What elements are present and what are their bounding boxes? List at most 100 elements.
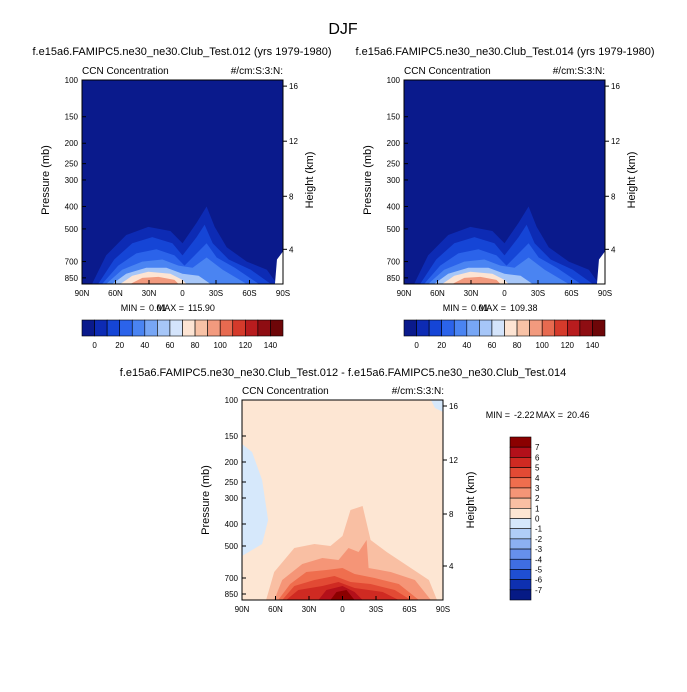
panel-2-min-label: MIN = (443, 303, 467, 313)
colorbar-swatch (182, 319, 196, 337)
colorbar-label: 6 (535, 453, 540, 462)
x-tick-label: 30S (209, 289, 223, 298)
colorbar-label: 3 (535, 484, 540, 493)
colorbar-swatch (441, 319, 455, 337)
x-tick-label: 30S (369, 605, 383, 614)
panel-1-max-label: MAX = (157, 303, 184, 313)
y-tick-label: 400 (387, 202, 401, 211)
colorbar-swatch (257, 319, 271, 337)
panel-1-y2-ticks: 16 12 8 4 (283, 82, 298, 254)
x-tick-label: 0 (340, 605, 345, 614)
colorbar-label: 80 (191, 341, 200, 350)
panel-2-ylabel: Pressure (mb) (362, 145, 374, 215)
colorbar-swatch (509, 569, 532, 580)
x-tick-label: 60N (430, 289, 445, 298)
panel-1-min-value: 0.01 (149, 303, 167, 313)
y2-tick-label: 4 (611, 245, 616, 254)
x-tick-label: 60N (268, 605, 283, 614)
colorbar-label: 1 (535, 504, 540, 513)
colorbar-swatch (509, 497, 532, 509)
colorbar-swatch (144, 319, 158, 337)
negative-region-top (430, 400, 443, 412)
colorbar-label: -4 (535, 555, 543, 564)
x-tick-label: 60S (242, 289, 256, 298)
missing-data-region (274, 251, 283, 284)
x-tick-label: 60S (402, 605, 416, 614)
colorbar-swatch (509, 518, 532, 529)
colorbar-label: 7 (535, 443, 540, 452)
colorbar-swatch (270, 319, 284, 337)
x-tick-label: 30N (464, 289, 479, 298)
colorbar-label: 60 (165, 341, 174, 350)
panel-2-max-value: 109.38 (510, 303, 538, 313)
x-tick-label: 30S (531, 289, 545, 298)
colorbar-swatch (219, 319, 234, 337)
colorbar-swatch (403, 319, 417, 337)
panel-2-y-ticks: 100 150 200 250 300 400 500 700 850 (387, 76, 408, 283)
colorbar-label: -3 (535, 545, 543, 554)
colorbar-swatch (509, 538, 532, 550)
colorbar-swatch (232, 319, 246, 337)
panel-2-title: f.e15a6.FAMIPC5.ne30_ne30.Club_Test.014 … (355, 46, 654, 58)
panel-3-y2-ticks: 16 12 8 4 (443, 402, 458, 571)
y2-tick-label: 12 (289, 137, 298, 146)
panel-3-left-label: CCN Concentration (242, 386, 329, 397)
panel-1-y2label: Height (km) (304, 152, 316, 209)
colorbar-swatch (554, 319, 568, 337)
y-tick-label: 500 (387, 225, 401, 234)
y2-tick-label: 16 (611, 82, 620, 91)
colorbar-swatch (509, 508, 532, 519)
y-tick-label: 150 (65, 113, 79, 122)
panel-1-right-label: #/cm:S:3:N: (231, 66, 283, 77)
panel-1-y-ticks: 100 150 200 250 300 400 500 700 850 (65, 76, 86, 283)
y-tick-label: 850 (387, 274, 401, 283)
colorbar-label: -7 (535, 586, 543, 595)
colorbar-swatch (504, 319, 518, 337)
panel-1-max-value: 115.90 (188, 303, 215, 313)
panel-2-colorbar: 0 20 40 60 80 100 120 140 (403, 319, 606, 350)
colorbar-swatch (157, 319, 171, 337)
colorbar-swatch (579, 319, 593, 337)
y-tick-label: 700 (225, 574, 239, 583)
y2-tick-label: 8 (289, 192, 294, 201)
colorbar-label: 40 (462, 341, 471, 350)
x-tick-label: 90N (75, 289, 90, 298)
x-tick-label: 90S (598, 289, 612, 298)
panel-3-x-ticks: 90N 60N 30N 0 30S 60S 90S (235, 596, 450, 614)
colorbar-swatch (509, 528, 532, 540)
x-tick-label: 90S (436, 605, 450, 614)
colorbar-swatch (491, 319, 505, 337)
panel-3-plot (241, 399, 444, 601)
x-tick-label: 30N (142, 289, 157, 298)
panel-1-title: f.e15a6.FAMIPC5.ne30_ne30.Club_Test.012 … (32, 46, 331, 58)
figure-title: DJF (328, 21, 358, 38)
colorbar-label: 140 (264, 341, 278, 350)
negative-region-north (242, 444, 269, 556)
y2-tick-label: 8 (611, 192, 616, 201)
x-tick-label: 90N (397, 289, 412, 298)
colorbar-label: -1 (535, 525, 543, 534)
colorbar-swatch (509, 446, 532, 458)
y2-tick-label: 12 (449, 456, 458, 465)
panel-3-max-value: 20.46 (567, 410, 590, 420)
panel-1-ylabel: Pressure (mb) (40, 145, 52, 215)
y-tick-label: 200 (225, 458, 239, 467)
colorbar-label: 100 (536, 341, 550, 350)
colorbar-label: 100 (214, 341, 228, 350)
colorbar-swatch (466, 319, 480, 337)
colorbar-swatch (509, 467, 532, 479)
y-tick-label: 500 (65, 225, 79, 234)
colorbar-label: 60 (487, 341, 496, 350)
colorbar-label: -5 (535, 565, 543, 574)
y-tick-label: 400 (225, 520, 239, 529)
panel-2-plot (403, 79, 606, 285)
colorbar-swatch (509, 548, 532, 560)
y-tick-label: 100 (225, 396, 239, 405)
x-tick-label: 60S (564, 289, 578, 298)
colorbar-swatch (509, 579, 532, 591)
panel-2-right-label: #/cm:S:3:N: (553, 66, 605, 77)
panel-2-y2-ticks: 16 12 8 4 (605, 82, 620, 254)
x-tick-label: 30N (302, 605, 317, 614)
y-tick-label: 150 (387, 113, 401, 122)
